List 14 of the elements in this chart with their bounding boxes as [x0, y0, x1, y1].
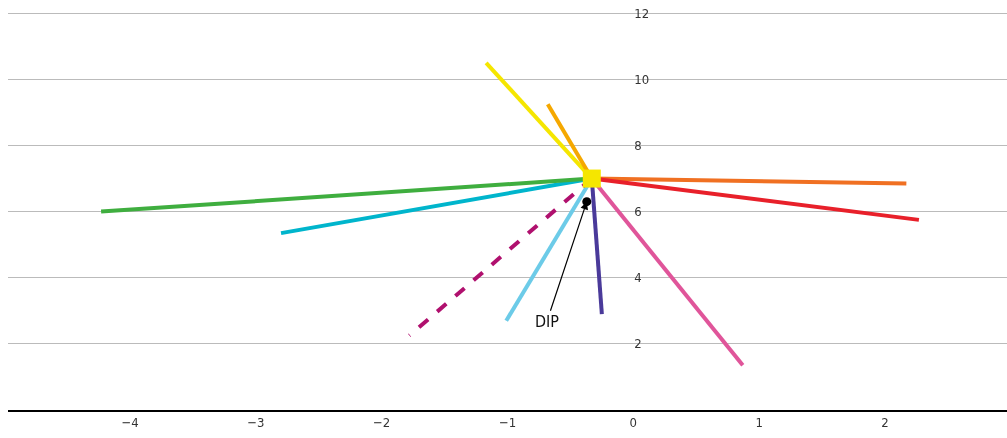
x-tick-label: −4: [121, 415, 139, 431]
y-tick-label: 10: [634, 71, 650, 87]
y-tick-label: 8: [634, 138, 642, 154]
x-tick-label: −2: [373, 415, 391, 431]
x-tick-label: 0: [629, 415, 638, 431]
y-tick-label: 2: [634, 336, 642, 352]
x-tick-label: −3: [247, 415, 265, 431]
y-tick-label: 4: [634, 270, 642, 286]
y-tick-label: 12: [634, 5, 650, 21]
x-tick-label: −1: [498, 415, 517, 431]
annotation: DIP: [535, 312, 560, 331]
y-tick-label: 6: [634, 204, 642, 220]
x-tick-label: 1: [755, 415, 763, 431]
x-tick-label: 2: [881, 415, 889, 431]
